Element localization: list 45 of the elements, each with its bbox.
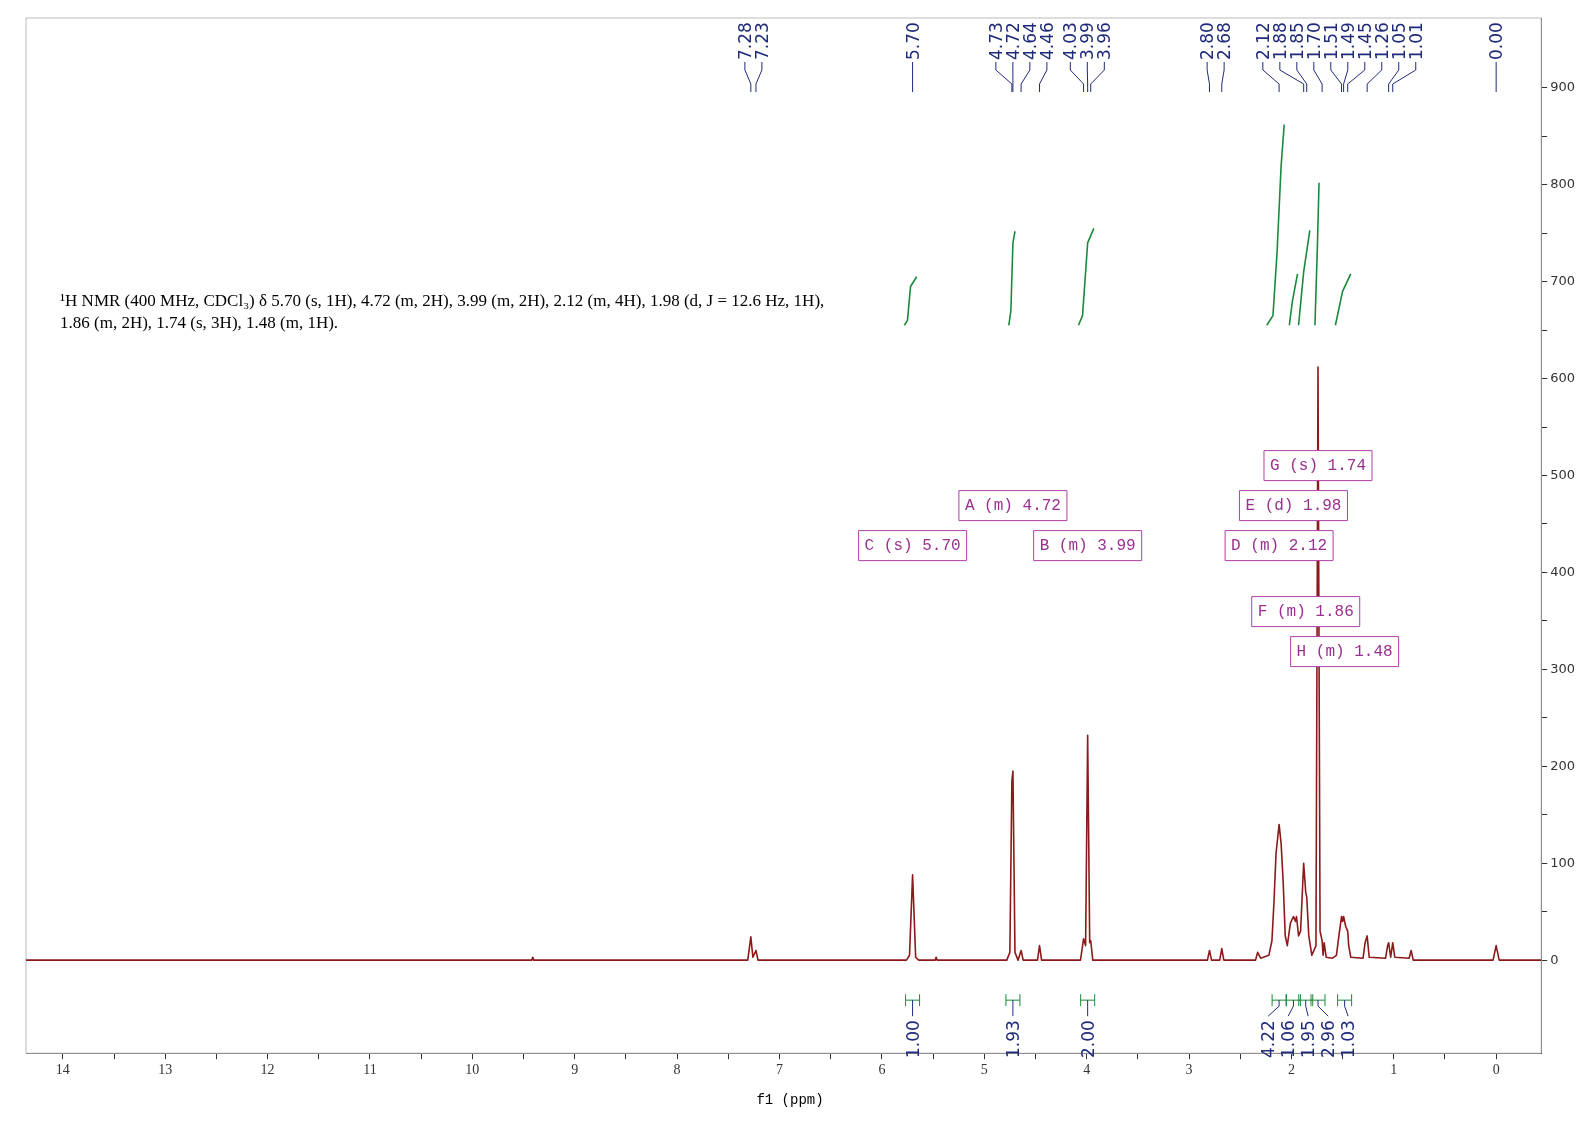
x-tick-label: 1	[1390, 1062, 1398, 1078]
annotation: 2.00	[1077, 1020, 1098, 1059]
x-tick-label: 2	[1287, 1062, 1295, 1078]
y-tick-label: 500	[1550, 466, 1576, 482]
annotation: 1.03	[1338, 1020, 1359, 1059]
y-tick-label: 900	[1550, 79, 1576, 95]
annotation: A (m) 4.72	[964, 496, 1061, 515]
y-tick-label: 200	[1550, 757, 1576, 773]
annotation: 1.00	[902, 1020, 923, 1059]
y-tick-label: 300	[1550, 660, 1576, 676]
y-tick-label: 800	[1550, 176, 1576, 192]
y-tick-label: 600	[1550, 369, 1576, 385]
annotation: 4.22	[1258, 1020, 1279, 1059]
x-tick-label: 0	[1492, 1062, 1500, 1078]
x-tick-label: 13	[158, 1062, 173, 1078]
annotation: G (s) 1.74	[1270, 456, 1367, 475]
x-tick-label: 9	[571, 1062, 579, 1078]
x-tick-label: 7	[776, 1062, 783, 1078]
y-tick-label: 0	[1550, 951, 1559, 967]
annotation: H (m) 1.48	[1296, 642, 1393, 661]
annotation: 0.00	[1486, 22, 1507, 60]
annotation: 1.95	[1298, 1020, 1319, 1059]
x-tick-label: 6	[878, 1062, 886, 1078]
y-tick-label: 100	[1550, 854, 1576, 870]
x-axis-title: f1 (ppm)	[755, 1092, 825, 1108]
annotation: 2.96	[1318, 1020, 1339, 1059]
annotation: 1.93	[1002, 1020, 1023, 1059]
annotation: E (d) 1.98	[1245, 496, 1342, 515]
x-tick-label: 8	[673, 1062, 681, 1078]
annotation: B (m) 3.99	[1039, 536, 1136, 555]
annotation: F (m) 1.86	[1257, 602, 1354, 621]
annotation: ¹H NMR (400 MHz, CDCl₃) δ 5.70 (s, 1H), 4.72 (m, 2H), 3.99 (m, 2H), 2.12 (m, 4H), 1.98 (d, J = 12.6 Hz, 1H), 1.86 (m, 2H), 1.74 (s, 3H), 1.48 (m, 1H).	[60, 290, 826, 334]
x-tick-label: 11	[363, 1062, 377, 1078]
x-tick-label: 14	[55, 1062, 70, 1078]
x-tick-label: 3	[1185, 1062, 1193, 1078]
y-tick-label: 700	[1550, 273, 1576, 289]
annotation: D (m) 2.12	[1231, 536, 1328, 555]
y-tick-label: 400	[1550, 563, 1576, 579]
x-tick-label: 5	[980, 1062, 988, 1078]
x-tick-label: 10	[465, 1062, 480, 1078]
x-tick-label: 4	[1083, 1062, 1091, 1078]
annotation: 5.70	[902, 22, 923, 60]
annotation: C (s) 5.70	[864, 536, 961, 555]
x-tick-label: 12	[260, 1062, 275, 1078]
annotation: 1.06	[1278, 1020, 1299, 1059]
